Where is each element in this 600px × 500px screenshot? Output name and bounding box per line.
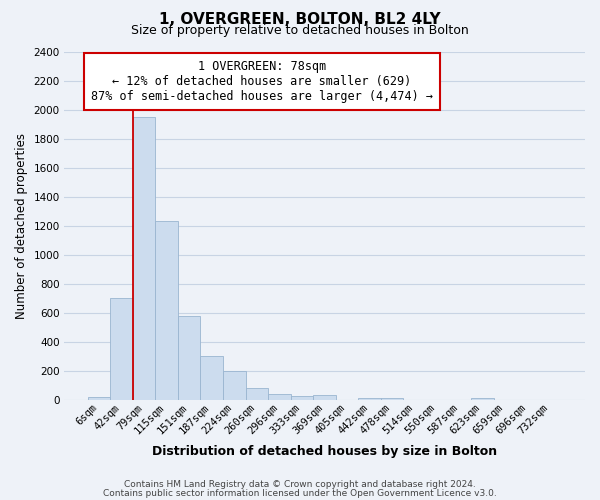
Bar [358, 398, 381, 400]
Bar [381, 398, 403, 400]
Y-axis label: Number of detached properties: Number of detached properties [15, 132, 28, 318]
Bar [88, 397, 110, 400]
Bar [133, 117, 155, 400]
Bar [200, 356, 223, 400]
Bar [268, 394, 290, 400]
Text: 1 OVERGREEN: 78sqm
← 12% of detached houses are smaller (629)
87% of semi-detach: 1 OVERGREEN: 78sqm ← 12% of detached hou… [91, 60, 433, 103]
Text: Contains public sector information licensed under the Open Government Licence v3: Contains public sector information licen… [103, 489, 497, 498]
Bar [110, 298, 133, 400]
Bar [290, 396, 313, 400]
Bar [178, 316, 200, 400]
Bar [223, 371, 245, 400]
Text: 1, OVERGREEN, BOLTON, BL2 4LY: 1, OVERGREEN, BOLTON, BL2 4LY [159, 12, 441, 28]
Bar [313, 394, 336, 400]
Text: Size of property relative to detached houses in Bolton: Size of property relative to detached ho… [131, 24, 469, 37]
Text: Contains HM Land Registry data © Crown copyright and database right 2024.: Contains HM Land Registry data © Crown c… [124, 480, 476, 489]
Bar [245, 388, 268, 400]
X-axis label: Distribution of detached houses by size in Bolton: Distribution of detached houses by size … [152, 444, 497, 458]
Bar [471, 398, 494, 400]
Bar [155, 222, 178, 400]
